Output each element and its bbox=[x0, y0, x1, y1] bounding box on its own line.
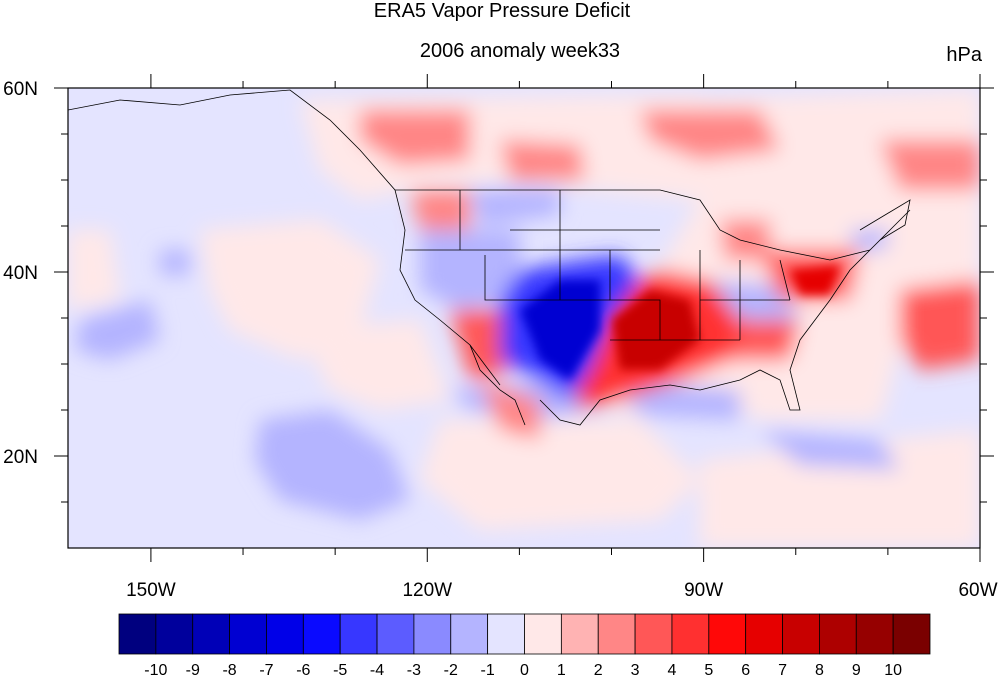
lat-tick-label: 40N bbox=[3, 263, 38, 284]
colorbar-label: -3 bbox=[407, 662, 421, 679]
anomaly-field bbox=[68, 88, 980, 548]
colorbar-label: -10 bbox=[144, 662, 167, 679]
colorbar-swatch bbox=[487, 613, 525, 655]
colorbar-label: -7 bbox=[259, 662, 273, 679]
colorbar-swatch bbox=[634, 613, 673, 655]
units-label: hPa bbox=[946, 44, 982, 66]
colorbar-label: -8 bbox=[222, 662, 236, 679]
colorbar-label: 8 bbox=[815, 662, 824, 679]
lon-tick-label: 60W bbox=[958, 580, 997, 601]
colorbar-swatch bbox=[745, 613, 783, 655]
colorbar-swatch bbox=[229, 613, 267, 655]
colorbar-swatch bbox=[118, 613, 157, 655]
colorbar-swatch bbox=[560, 613, 599, 655]
colorbar bbox=[118, 613, 931, 655]
colorbar-label: -5 bbox=[333, 662, 347, 679]
colorbar-label: -4 bbox=[370, 662, 384, 679]
colorbar-label: -1 bbox=[481, 662, 495, 679]
colorbar-swatch bbox=[892, 613, 931, 655]
colorbar-swatch bbox=[339, 613, 378, 655]
colorbar-label: 5 bbox=[704, 662, 713, 679]
colorbar-swatch bbox=[524, 613, 562, 655]
colorbar-label: 9 bbox=[852, 662, 861, 679]
colorbar-label: 4 bbox=[668, 662, 677, 679]
colorbar-label: -6 bbox=[296, 662, 310, 679]
colorbar-swatch bbox=[413, 613, 452, 655]
lon-tick-label: 150W bbox=[126, 580, 176, 601]
colorbar-swatch bbox=[450, 613, 489, 655]
colorbar-label: 1 bbox=[557, 662, 566, 679]
colorbar-swatch bbox=[266, 613, 304, 655]
plot-subtitle: 2006 anomaly week33 bbox=[419, 40, 621, 62]
lon-tick-label: 90W bbox=[684, 580, 723, 601]
plot-title: ERA5 Vapor Pressure Deficit bbox=[373, 0, 631, 22]
colorbar-label: 0 bbox=[520, 662, 529, 679]
colorbar-swatch bbox=[302, 613, 341, 655]
colorbar-swatch bbox=[855, 613, 894, 655]
colorbar-label: 6 bbox=[741, 662, 750, 679]
colorbar-swatch bbox=[376, 613, 415, 655]
colorbar-label: -9 bbox=[186, 662, 200, 679]
lon-tick-label: 120W bbox=[402, 580, 452, 601]
colorbar-label: 2 bbox=[594, 662, 603, 679]
colorbar-swatch bbox=[819, 613, 857, 655]
colorbar-swatch bbox=[155, 613, 194, 655]
colorbar-swatch bbox=[671, 613, 710, 655]
colorbar-swatch bbox=[192, 613, 230, 655]
colorbar-swatch bbox=[782, 613, 820, 655]
colorbar-label: 3 bbox=[631, 662, 640, 679]
colorbar-label: -2 bbox=[444, 662, 458, 679]
colorbar-label: 7 bbox=[778, 662, 787, 679]
colorbar-label: 10 bbox=[884, 662, 902, 679]
lat-tick-label: 60N bbox=[3, 79, 38, 100]
colorbar-swatch bbox=[597, 613, 636, 655]
lat-tick-label: 20N bbox=[3, 447, 38, 468]
colorbar-swatch bbox=[708, 613, 747, 655]
